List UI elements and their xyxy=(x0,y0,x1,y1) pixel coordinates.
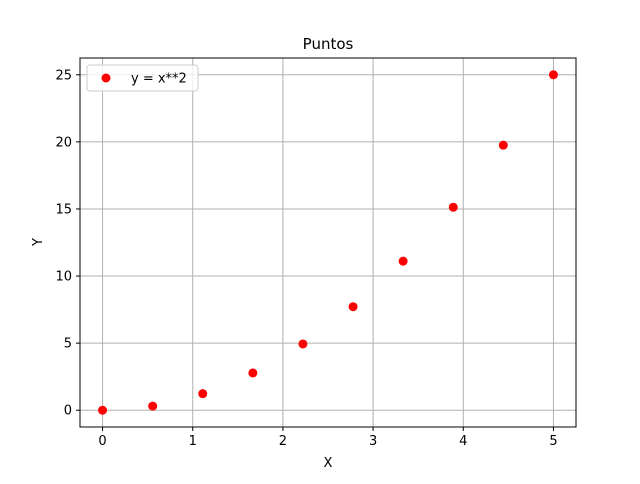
plot-frame xyxy=(79,57,577,428)
y-tick-label: 0 xyxy=(64,404,72,419)
data-point xyxy=(148,401,158,411)
y-tick-label: 20 xyxy=(55,135,72,150)
data-point xyxy=(298,339,308,349)
y-axis-ticks: 0 5 10 15 20 25 xyxy=(55,68,80,419)
y-tick-label: 5 xyxy=(64,337,72,352)
data-point xyxy=(398,256,408,266)
y-tick-label: 15 xyxy=(55,202,72,217)
y-tick-label: 25 xyxy=(55,68,72,83)
x-tick-label: 2 xyxy=(279,434,287,449)
y-tick-label: 10 xyxy=(55,270,72,285)
data-point xyxy=(98,405,108,415)
chart-title: Puntos xyxy=(303,35,354,53)
data-point xyxy=(548,70,558,80)
grid-lines xyxy=(80,58,576,427)
data-point xyxy=(198,389,208,399)
legend-label: y = x**2 xyxy=(131,72,187,87)
x-tick-label: 1 xyxy=(189,434,197,449)
data-point xyxy=(348,302,358,312)
data-point xyxy=(448,202,458,212)
x-tick-label: 5 xyxy=(549,434,557,449)
x-tick-label: 3 xyxy=(369,434,377,449)
legend: y = x**2 xyxy=(86,64,199,92)
x-axis-ticks: 0 1 2 3 4 5 xyxy=(98,427,558,449)
y-axis-label: Y xyxy=(31,238,46,247)
data-points xyxy=(98,70,558,415)
x-axis-label: X xyxy=(324,456,333,471)
legend-box xyxy=(86,64,199,92)
legend-marker xyxy=(101,73,111,83)
x-tick-label: 4 xyxy=(459,434,467,449)
data-point xyxy=(248,368,258,378)
data-point xyxy=(498,140,508,150)
x-tick-label: 0 xyxy=(98,434,106,449)
